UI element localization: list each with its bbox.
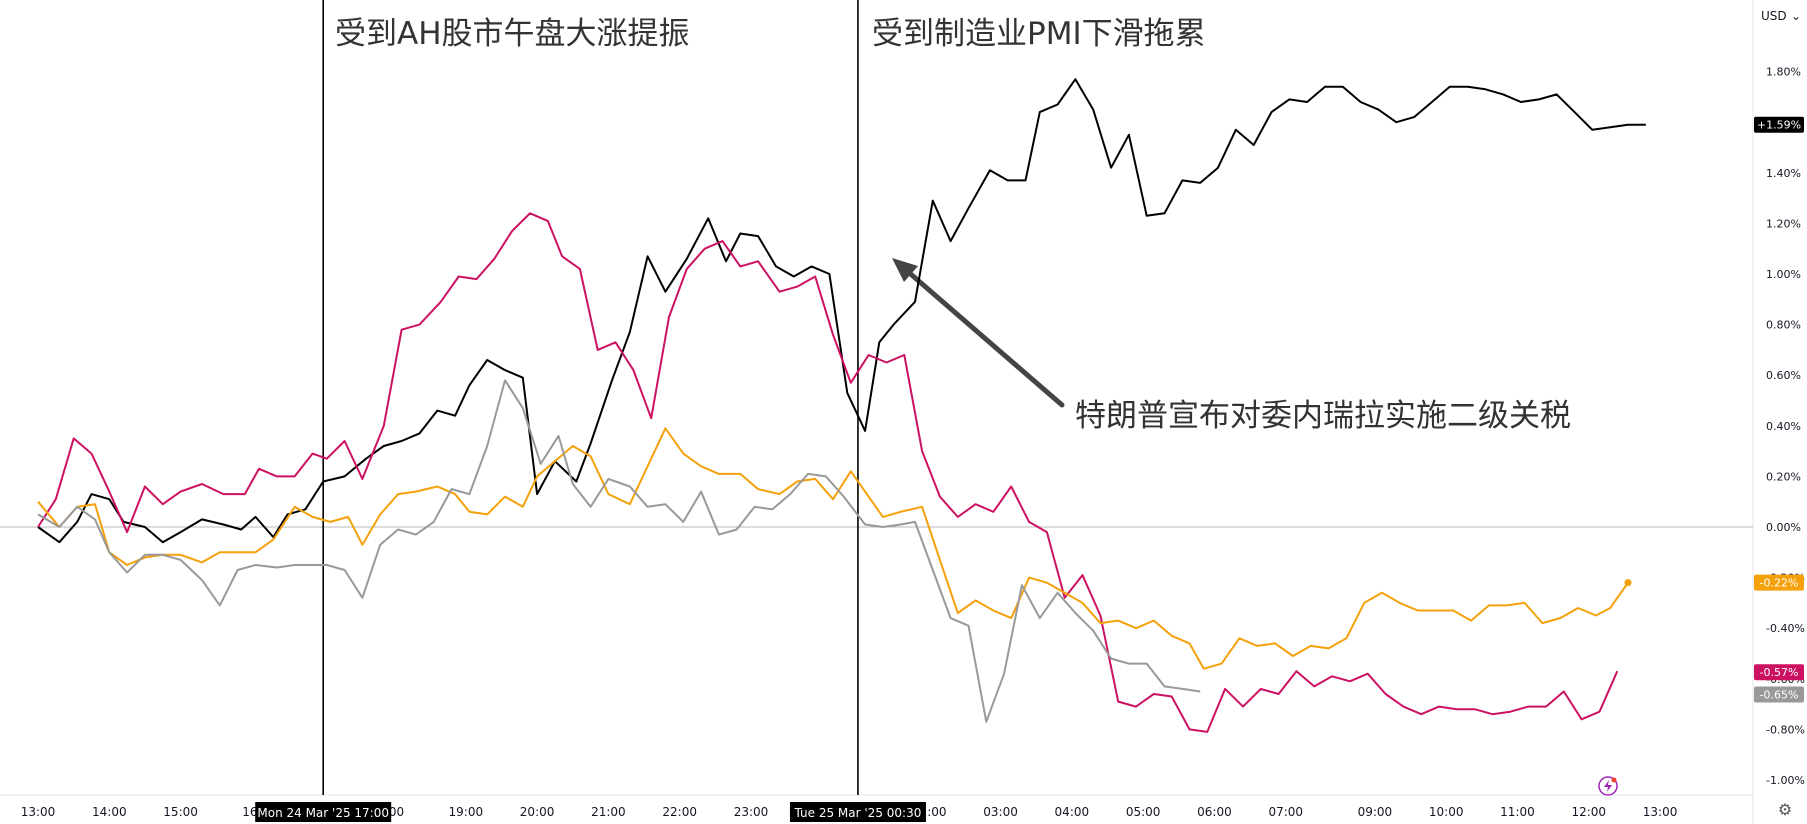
x-tick-label: 23:00 xyxy=(734,805,769,819)
last-value-tag: +1.59% xyxy=(1754,116,1804,133)
x-tick-label: 14:00 xyxy=(92,805,127,819)
last-value-tag-label: -0.22% xyxy=(1760,577,1799,590)
last-value-tag-label: -0.57% xyxy=(1760,666,1799,679)
currency-label: USD xyxy=(1761,9,1787,23)
y-tick-label: -0.80% xyxy=(1766,723,1805,736)
x-tick-label: 10:00 xyxy=(1429,805,1464,819)
x-tick-label: 06:00 xyxy=(1197,805,1232,819)
y-tick-label: 0.40% xyxy=(1766,420,1801,433)
last-value-tag-bg xyxy=(1754,664,1804,681)
event1-annotation: 受到AH股市午盘大涨提振 xyxy=(335,16,690,52)
x-tick-label: 03:00 xyxy=(983,805,1018,819)
x-marker-label-text: Tue 25 Mar '25 00:30 xyxy=(794,806,922,820)
x-tick-label: 12:00 xyxy=(1571,805,1606,819)
y-tick-label: 0.60% xyxy=(1766,369,1801,382)
last-value-tag-label: +1.59% xyxy=(1757,119,1801,132)
y-tick-label: 0.00% xyxy=(1766,521,1801,534)
y-tick-label: -0.40% xyxy=(1766,622,1805,635)
series-line xyxy=(37,78,1646,544)
last-value-tag-bg xyxy=(1754,116,1804,133)
x-marker-label-text: Mon 24 Mar '25 17:00 xyxy=(257,806,389,820)
currency-selector[interactable]: USD ⌄ xyxy=(1757,6,1805,26)
event2-annotation: 受到制造业PMI下滑拖累 xyxy=(872,16,1206,52)
y-tick-label: 1.20% xyxy=(1766,217,1801,230)
y-tick-label: 1.00% xyxy=(1766,268,1801,281)
chevron-down-icon: ⌄ xyxy=(1790,9,1801,23)
x-marker-label: Tue 25 Mar '25 00:30 xyxy=(789,802,926,822)
y-tick-label: 0.80% xyxy=(1766,319,1801,332)
y-tick-label: 1.80% xyxy=(1766,66,1801,79)
last-value-tag-bg xyxy=(1754,574,1804,591)
y-tick-label: -1.00% xyxy=(1766,774,1805,787)
last-value-tag: -0.22% xyxy=(1754,574,1804,591)
last-value-tag-bg xyxy=(1754,686,1804,703)
x-marker-label-bg xyxy=(789,802,926,822)
annotation-arrow-shaft xyxy=(903,267,1065,408)
x-tick-label: 09:00 xyxy=(1358,805,1393,819)
x-tick-label: 04:00 xyxy=(1055,805,1090,819)
annotation-arrow-head xyxy=(892,258,918,282)
x-tick-label: 13:00 xyxy=(21,805,56,819)
last-value-tag-label: -0.65% xyxy=(1760,688,1799,701)
gear-icon[interactable]: ⚙ xyxy=(1777,800,1793,819)
series-line xyxy=(37,427,1629,670)
x-tick-label: 13:00 xyxy=(1643,805,1678,819)
x-tick-label: 15:00 xyxy=(163,805,198,819)
x-tick-label: 07:00 xyxy=(1268,805,1303,819)
series-end-dot xyxy=(1624,579,1632,587)
y-tick-label: 1.40% xyxy=(1766,167,1801,180)
last-value-tag: -0.57% xyxy=(1754,664,1804,681)
y-tick-label: 0.20% xyxy=(1766,470,1801,483)
lightning-bolt-icon[interactable] xyxy=(1597,775,1619,797)
x-marker-label-bg xyxy=(255,802,392,822)
series-line xyxy=(37,379,1201,723)
series-line xyxy=(37,212,1619,733)
x-tick-label: 19:00 xyxy=(449,805,484,819)
x-tick-label: 05:00 xyxy=(1126,805,1161,819)
x-tick-label: 21:00 xyxy=(591,805,626,819)
x-tick-label: 11:00 xyxy=(1500,805,1535,819)
arrow-annotation: 特朗普宣布对委内瑞拉实施二级关税 xyxy=(1075,398,1571,434)
x-tick-label: 20:00 xyxy=(520,805,555,819)
x-marker-label: Mon 24 Mar '25 17:00 xyxy=(255,802,392,822)
x-tick-label: 22:00 xyxy=(662,805,697,819)
last-value-tag: -0.65% xyxy=(1754,686,1804,703)
